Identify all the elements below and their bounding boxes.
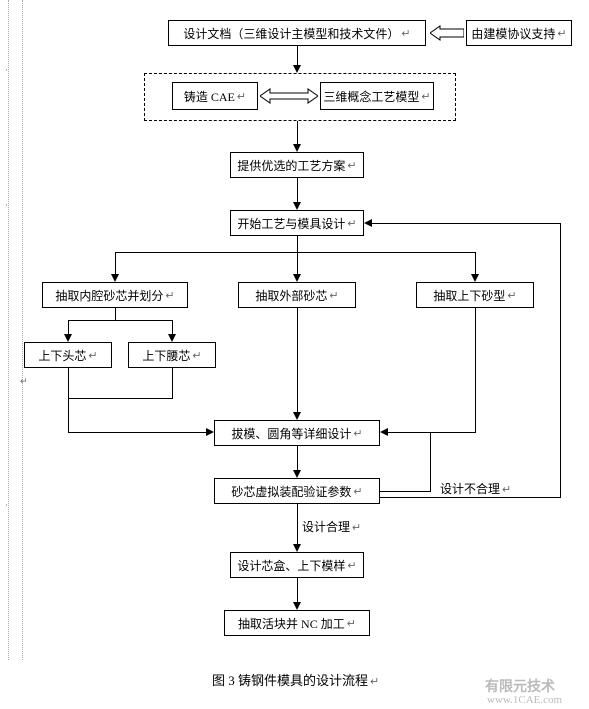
marker-icon: · xyxy=(5,200,8,210)
edge xyxy=(115,252,476,253)
node-concept-model: 三维概念工艺模型↵ xyxy=(320,82,434,110)
edge xyxy=(115,252,116,275)
watermark-url: www.1CAE.com xyxy=(487,694,562,706)
node-label: 由建模协议支持 xyxy=(471,25,555,42)
edge xyxy=(297,236,298,252)
marker-icon: ↵ xyxy=(20,376,28,387)
node-label: 抽取内腔砂芯并划分 xyxy=(55,287,163,304)
node-label: 上下头芯 xyxy=(38,347,86,364)
edge xyxy=(475,308,476,432)
node-head-core: 上下头芯↵ xyxy=(24,342,112,368)
edge xyxy=(297,121,298,145)
edge xyxy=(68,432,208,433)
edge xyxy=(475,252,476,275)
edge xyxy=(115,308,116,320)
node-label: 设计芯盒、上下模样 xyxy=(237,557,345,574)
node-label: 抽取活块并 NC 加工 xyxy=(238,615,345,632)
node-nc-machining: 抽取活块并 NC 加工↵ xyxy=(224,610,370,636)
node-start-process: 开始工艺与模具设计↵ xyxy=(230,210,364,236)
arrow-down-icon xyxy=(293,202,301,210)
edge xyxy=(172,368,173,398)
edge xyxy=(297,504,298,545)
arrow-down-icon xyxy=(293,412,301,420)
node-label: 拔模、圆角等详细设计 xyxy=(231,425,351,442)
edge xyxy=(370,223,561,224)
arrow-down-icon xyxy=(293,274,301,282)
node-extract-inner: 抽取内腔砂芯并划分↵ xyxy=(42,282,188,308)
node-label: 砂芯虚拟装配验证参数 xyxy=(231,483,351,500)
node-protocol-support: 由建模协议支持↵ xyxy=(466,20,572,46)
edge xyxy=(68,320,173,321)
label-design-ok: 设计合理↵ xyxy=(302,518,361,535)
node-label: 抽取上下砂型 xyxy=(433,287,505,304)
node-label: 铸造 CAE xyxy=(184,88,235,105)
arrow-down-icon xyxy=(168,334,176,342)
node-core-box: 设计芯盒、上下模样↵ xyxy=(230,552,364,578)
node-opt-scheme: 提供优选的工艺方案↵ xyxy=(230,152,364,178)
arrow-down-icon xyxy=(293,602,301,610)
edge xyxy=(380,497,560,498)
dotted-guide xyxy=(22,0,23,660)
edge xyxy=(386,432,431,433)
edge xyxy=(297,578,298,603)
watermark-text: 有限元技术 xyxy=(485,676,555,696)
node-label: 上下腰芯 xyxy=(142,347,190,364)
arrow-down-icon xyxy=(111,274,119,282)
node-extract-upper-lower: 抽取上下砂型↵ xyxy=(416,282,534,308)
edge xyxy=(297,446,298,471)
figure-caption: 图 3 铸钢件模具的设计流程↵ xyxy=(212,670,379,689)
edge xyxy=(297,46,298,66)
marker-icon: · xyxy=(5,65,8,75)
node-label: 三维概念工艺模型 xyxy=(323,88,419,105)
edge xyxy=(172,320,173,335)
edge xyxy=(560,223,561,498)
dotted-guide xyxy=(8,0,9,660)
node-waist-core: 上下腰芯↵ xyxy=(128,342,216,368)
edge xyxy=(68,398,173,399)
flowchart-canvas: 设计文档（三维设计主模型和技术文件）↵ 由建模协议支持↵ 铸造 CAE↵ 三维概… xyxy=(0,0,589,709)
edge xyxy=(68,320,69,335)
node-detail-design: 拔模、圆角等详细设计↵ xyxy=(214,420,380,446)
node-cast-cae: 铸造 CAE↵ xyxy=(172,82,258,110)
edge xyxy=(297,308,298,413)
arrow-left-icon xyxy=(364,219,372,227)
node-label: 抽取外部砂芯 xyxy=(255,287,327,304)
edge xyxy=(297,178,298,203)
node-label: 设计文档（三维设计主模型和技术文件） xyxy=(183,25,399,42)
edge xyxy=(68,368,69,432)
edge xyxy=(380,491,430,492)
double-arrow-icon xyxy=(260,87,318,105)
marker-icon: · xyxy=(5,500,8,510)
label-design-not-ok: 设计不合理↵ xyxy=(440,480,511,497)
node-virtual-assembly: 砂芯虚拟装配验证参数↵ xyxy=(214,478,380,504)
arrow-down-icon xyxy=(64,334,72,342)
arrow-down-icon xyxy=(293,65,301,73)
arrow-down-icon xyxy=(293,144,301,152)
node-label: 提供优选的工艺方案 xyxy=(237,157,345,174)
node-label: 开始工艺与模具设计 xyxy=(237,215,345,232)
edge xyxy=(430,432,431,492)
arrow-down-icon xyxy=(471,274,479,282)
node-design-doc: 设计文档（三维设计主模型和技术文件）↵ xyxy=(168,20,426,46)
edge xyxy=(297,252,298,275)
arrow-down-icon xyxy=(293,544,301,552)
arrow-right-icon xyxy=(206,428,214,436)
arrow-down-icon xyxy=(293,470,301,478)
block-arrow-left-icon xyxy=(430,24,464,42)
node-extract-outer: 抽取外部砂芯↵ xyxy=(238,282,356,308)
